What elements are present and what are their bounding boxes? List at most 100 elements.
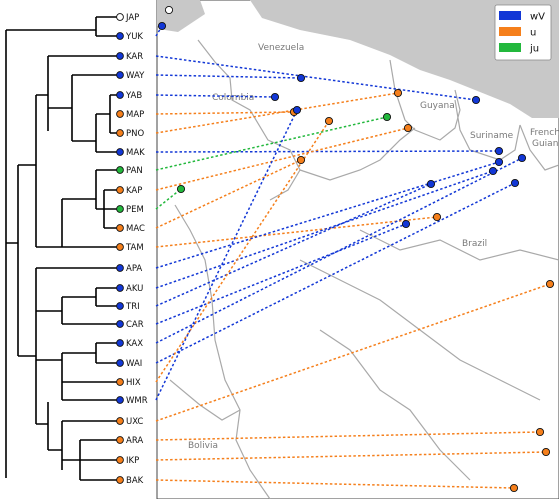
leaf-label-bak: BAK: [126, 476, 144, 486]
legend-swatch-wv: [499, 11, 521, 20]
leaf-node-way: [116, 71, 124, 79]
label-guyana: Guyana: [420, 101, 455, 111]
label-colombia: Colombia: [212, 93, 254, 103]
leaf-node-wai: [116, 359, 124, 367]
connector-mak: [155, 150, 500, 153]
leaf-label-pno: PNO: [126, 129, 144, 139]
leaf-node-yab: [116, 91, 124, 99]
connector-pan: [155, 116, 388, 171]
map-marker-uxc: [545, 279, 555, 289]
leaf-label-tam: TAM: [125, 243, 144, 253]
connector-kar: [155, 55, 477, 101]
leaf-node-hix: [116, 378, 124, 386]
map-marker-way: [296, 73, 306, 83]
legend-swatch-ju: [499, 43, 521, 52]
leaf-label-mac: MAC: [126, 224, 145, 234]
connector-mac: [155, 159, 302, 229]
leaf-label-car: CAR: [126, 320, 144, 330]
leaf-label-kar: KAR: [126, 52, 143, 62]
map-marker-aku: [488, 166, 498, 176]
map-marker-tam: [432, 212, 442, 222]
label-brazil: Brazil: [462, 239, 487, 249]
map-marker-wai: [510, 178, 520, 188]
leaf-label-kax: KAX: [126, 339, 143, 349]
leaf-node-jap: [116, 13, 124, 21]
legend-label-wv: wV: [530, 12, 545, 23]
leaf-label-uxc: UXC: [126, 417, 143, 427]
label-venezuela: Venezuela: [258, 43, 304, 53]
map-marker-pem: [176, 184, 186, 194]
map-marker-mac: [296, 155, 306, 165]
map-marker-kar: [471, 95, 481, 105]
map-location-markers: [157, 5, 555, 493]
leaf-label-wmr: WMR: [126, 396, 148, 406]
map-marker-wmr: [292, 105, 302, 115]
leaf-node-pan: [116, 166, 124, 174]
leaf-node-bak: [116, 476, 124, 484]
legend-items: wV u ju: [499, 11, 545, 55]
leaf-label-tri: TRI: [125, 302, 140, 312]
leaf-node-car: [116, 320, 124, 328]
map-marker-pno: [393, 88, 403, 98]
leaf-label-ara: ARA: [126, 436, 143, 446]
leaf-node-tri: [116, 302, 124, 310]
leaf-label-kap: KAP: [126, 186, 142, 196]
connector-hix: [155, 120, 330, 383]
connector-kap: [155, 127, 409, 191]
connector-map: [155, 111, 295, 115]
label-french-guiana-1: French: [530, 128, 559, 138]
label-french-guiana-2: Guiana: [532, 139, 559, 149]
leaf-label-mak: MAK: [126, 148, 145, 158]
leaf-label-hix: HIX: [126, 378, 141, 388]
map-marker-yab: [270, 92, 280, 102]
legend-label-u: u: [530, 28, 536, 39]
leaf-node-uxc: [116, 417, 124, 425]
connector-way: [155, 74, 302, 79]
map-marker-tri: [426, 179, 436, 189]
leaf-node-wmr: [116, 396, 124, 404]
map-marker-car: [401, 219, 411, 229]
map-marker-kap: [403, 123, 413, 133]
leaf-node-ara: [116, 436, 124, 444]
leaf-node-kar: [116, 52, 124, 60]
leaf-node-ikp: [116, 456, 124, 464]
leaf-node-tam: [116, 243, 124, 251]
connector-bak: [155, 479, 515, 489]
connector-aku: [155, 170, 494, 289]
map-marker-bak: [509, 483, 519, 493]
leaf-node-pno: [116, 129, 124, 137]
leaf-label-pem: PEM: [126, 205, 144, 215]
connector-tri: [155, 183, 432, 307]
leaf-label-wai: WAI: [126, 359, 142, 369]
leaf-node-kap: [116, 186, 124, 194]
map-marker-mak: [494, 146, 504, 156]
connector-yab: [155, 94, 276, 98]
leaf-node-mak: [116, 148, 124, 156]
leaf-node-mac: [116, 224, 124, 232]
country-borders: [169, 39, 559, 499]
leaf-node-pem: [116, 205, 124, 213]
map-marker-jap: [164, 5, 174, 15]
leaf-node-map: [116, 110, 124, 118]
connector-pem: [155, 188, 182, 210]
connector-wmr: [155, 109, 298, 401]
map-marker-apa: [494, 157, 504, 167]
leaf-node-apa: [116, 264, 124, 272]
map-marker-ara: [535, 427, 545, 437]
leaf-label-map: MAP: [126, 110, 144, 120]
leaf-node-kax: [116, 339, 124, 347]
leaf-label-yab: YAB: [125, 91, 142, 101]
leaf-node-aku: [116, 284, 124, 292]
leaf-node-yuk: [116, 32, 124, 40]
connector-ara: [155, 431, 541, 441]
leaf-label-pan: PAN: [126, 166, 143, 176]
map-marker-kax: [517, 153, 527, 163]
leaf-label-aku: AKU: [126, 284, 143, 294]
connector-tam: [155, 216, 438, 248]
connector-apa: [155, 161, 500, 269]
leaf-label-yuk: YUK: [125, 32, 143, 42]
label-bolivia: Bolivia: [188, 441, 218, 451]
dendrogram: [5, 16, 118, 481]
leaf-label-way: WAY: [126, 71, 145, 81]
